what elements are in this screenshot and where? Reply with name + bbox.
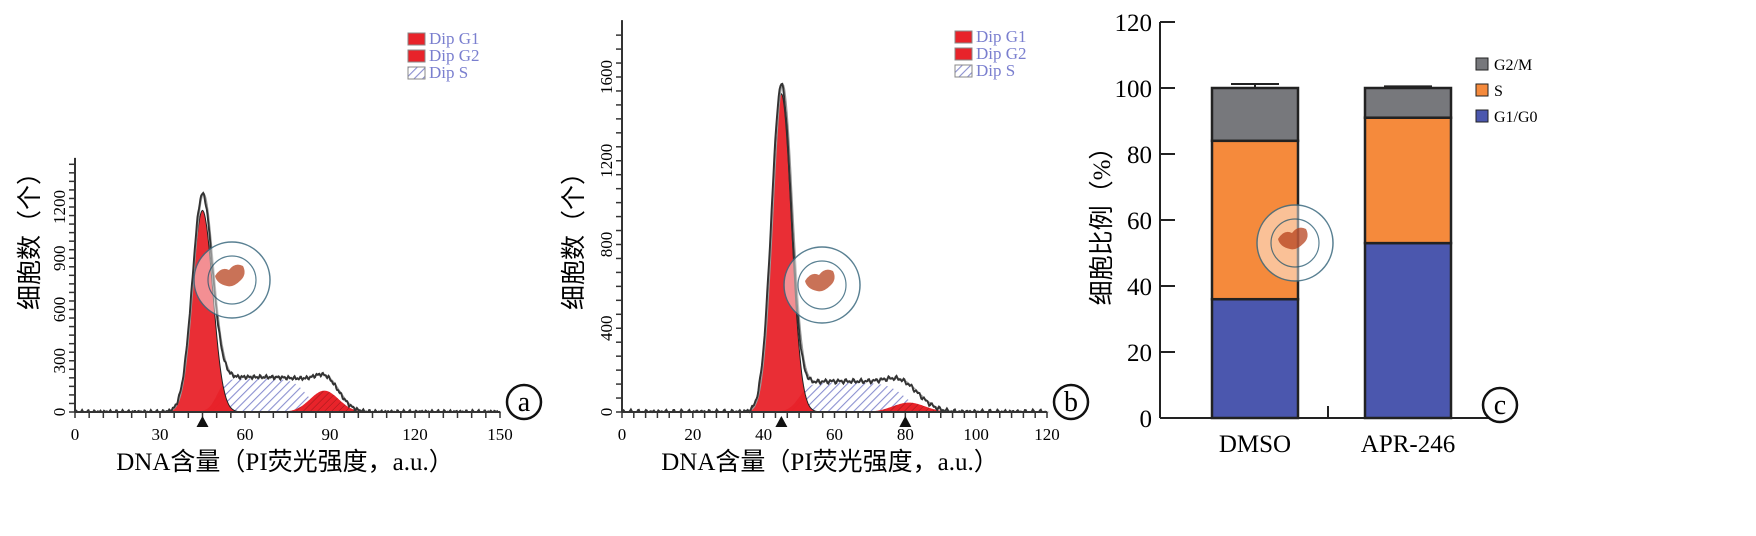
y-tick-label: 20	[1127, 340, 1152, 367]
panel-label-circle	[1052, 383, 1090, 421]
stamp-map-icon	[805, 269, 835, 292]
stamp-inner-ring	[207, 255, 257, 305]
x-tick-label: 120	[1034, 425, 1060, 444]
y-tick-label: 1600	[597, 60, 616, 94]
legend-label: Dip S	[976, 61, 1015, 80]
legend-swatch	[1475, 109, 1489, 123]
y-tick-label: 1200	[50, 190, 69, 224]
x-tick-label: 150	[487, 425, 513, 444]
gate-marker-icon	[196, 416, 209, 427]
x-tick-label: 40	[755, 425, 772, 444]
observed-histogram-line	[74, 191, 501, 414]
y-tick-label: 600	[50, 297, 69, 323]
x-tick-label: 60	[237, 425, 254, 444]
y-tick-label: 60	[1127, 208, 1152, 235]
y-tick-label: 400	[597, 316, 616, 342]
panel-label: b	[1064, 387, 1078, 418]
y-tick-label: 0	[50, 408, 69, 417]
bar-segment-s	[1363, 116, 1453, 245]
legend-swatch	[954, 64, 973, 78]
y-tick-label: 0	[597, 408, 616, 417]
legend-label: Dip G2	[976, 44, 1027, 63]
panel-b-ylabel: 细胞数（个）	[560, 160, 588, 310]
legend-label: Dip G1	[429, 29, 480, 48]
gate-marker-icon	[775, 416, 788, 427]
bar-segment-g1-g0	[1363, 241, 1453, 420]
x-tick-label: 60	[826, 425, 843, 444]
x-tick-label: 0	[618, 425, 627, 444]
legend-swatch	[954, 47, 973, 61]
panel-a-xlabel: DNA含量（PI荧光强度，a.u.）	[116, 448, 454, 476]
s-phase-area	[75, 378, 500, 412]
bar-segment-g2-m	[1363, 86, 1453, 119]
panel-label-circle	[505, 383, 543, 421]
stamp-inner-ring	[797, 260, 847, 310]
legend-swatch	[1475, 83, 1489, 97]
chinese-medical-association-watermark	[1256, 204, 1334, 282]
y-tick-label: 900	[50, 246, 69, 272]
y-tick-label: 1200	[597, 144, 616, 178]
y-tick-label: 100	[1115, 76, 1153, 103]
panel-label: c	[1494, 390, 1506, 421]
x-tick-label: 20	[684, 425, 701, 444]
bar-segment-s	[1210, 139, 1300, 301]
y-tick-label: 40	[1127, 274, 1152, 301]
observed-histogram-line	[621, 82, 1048, 414]
legend-swatch	[407, 66, 426, 80]
legend-label: G2/M	[1494, 57, 1532, 74]
y-tick-label: 120	[1115, 10, 1153, 37]
x-tick-label: 120	[402, 425, 428, 444]
error-bar	[1231, 83, 1279, 88]
x-tick-label: 100	[963, 425, 989, 444]
gate-marker-icon	[899, 416, 912, 427]
legend-label: Dip S	[429, 63, 468, 82]
legend-label: S	[1494, 83, 1503, 100]
observed-histogram-line	[76, 193, 502, 413]
x-tick-label: 90	[322, 425, 339, 444]
panel-a-ylabel: 细胞数（个）	[16, 160, 44, 310]
panel-c-ylabel: 细胞比例（%）	[1088, 135, 1116, 306]
panel-c: 0 20 40 60 80 100 120 DMSO APR-246 G2/M S G1/G0 c	[1115, 10, 1538, 458]
x-tick-label: DMSO	[1219, 431, 1291, 458]
legend-swatch	[954, 30, 973, 44]
stamp-inner-ring	[1270, 218, 1320, 268]
x-tick-label: 0	[71, 425, 80, 444]
error-bar	[1384, 85, 1432, 88]
stamp-map-icon	[215, 264, 245, 287]
y-tick-label: 800	[597, 232, 616, 258]
chinese-medical-association-watermark	[193, 241, 271, 319]
chinese-medical-association-watermark	[783, 246, 861, 324]
x-tick-label: 80	[897, 425, 914, 444]
panel-label: a	[518, 387, 531, 418]
x-tick-label: APR-246	[1361, 431, 1455, 458]
y-tick-label: 80	[1127, 142, 1152, 169]
bar-segment-g2-m	[1210, 86, 1300, 143]
y-tick-label: 300	[50, 348, 69, 374]
legend-swatch	[407, 32, 426, 46]
panel-b-xlabel: DNA含量（PI荧光强度，a.u.）	[661, 448, 999, 476]
bar-segment-g1-g0	[1210, 297, 1300, 420]
stamp-map-icon	[1278, 227, 1308, 250]
s-phase-area	[622, 382, 1047, 412]
legend-swatch	[407, 49, 426, 63]
legend-swatch	[1475, 57, 1489, 71]
y-tick-label: 0	[1140, 406, 1153, 433]
legend-label: G1/G0	[1494, 109, 1538, 126]
legend-label: Dip G2	[429, 46, 480, 65]
legend-label: Dip G1	[976, 27, 1027, 46]
panel-label-circle	[1481, 386, 1519, 424]
x-tick-label: 30	[152, 425, 169, 444]
observed-histogram-line	[623, 83, 1049, 413]
